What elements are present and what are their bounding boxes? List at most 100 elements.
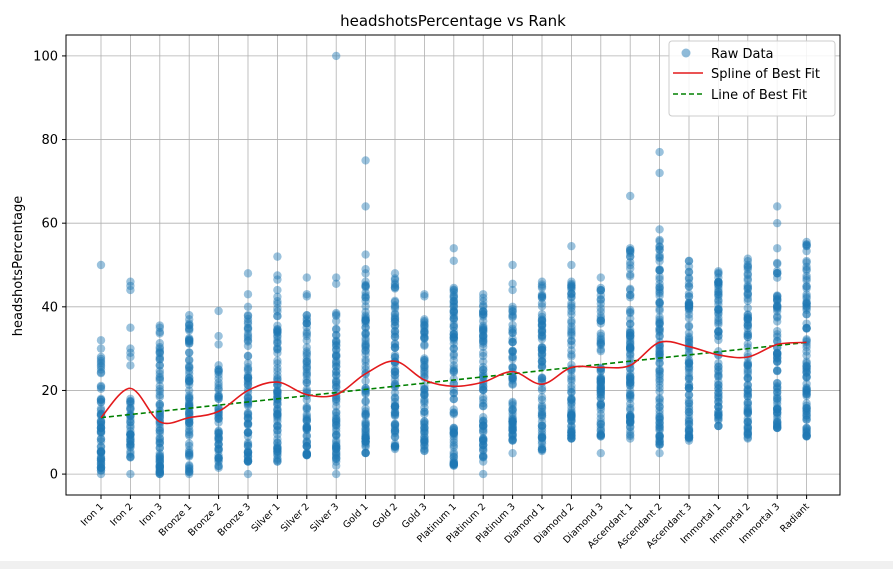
scatter-point	[243, 419, 253, 428]
scatter-point	[743, 398, 752, 407]
scatter-point	[508, 346, 517, 355]
scatter-point	[596, 377, 605, 386]
y-tick-label: 20	[41, 384, 58, 399]
scatter-point	[714, 380, 723, 390]
scatter-point	[273, 455, 282, 465]
scatter-point	[214, 444, 223, 453]
scatter-point	[773, 366, 782, 376]
scatter-point	[214, 433, 223, 442]
scatter-point	[155, 353, 164, 362]
scatter-point	[714, 290, 723, 299]
scatter-point	[155, 457, 164, 466]
scatter-point	[155, 369, 164, 378]
scatter-point	[420, 446, 429, 455]
scatter-point	[508, 436, 517, 445]
scatter-point	[802, 427, 811, 437]
scatter-point	[537, 309, 547, 319]
scatter-point	[773, 354, 782, 363]
scatter-point	[773, 408, 782, 417]
x-tick-label: Gold 1	[341, 501, 371, 531]
scatter-point	[626, 247, 635, 256]
scatter-point	[714, 421, 723, 431]
scatter-point	[655, 402, 664, 412]
scatter-point	[626, 403, 635, 413]
scatter-point	[332, 454, 341, 463]
scatter-point	[361, 315, 370, 325]
scatter-point	[773, 244, 782, 253]
scatter-point	[332, 316, 341, 326]
scatter-point	[655, 395, 664, 404]
scatter-point	[684, 358, 694, 367]
scatter-point	[332, 444, 341, 453]
scatter-point	[626, 308, 635, 318]
scatter-point	[596, 419, 605, 429]
scatter-point	[567, 318, 576, 327]
scatter-point	[273, 345, 282, 354]
scatter-point	[537, 383, 547, 393]
scatter-point	[420, 316, 429, 326]
scatter-point	[420, 427, 429, 437]
scatter-point	[626, 340, 635, 349]
scatter-point	[537, 404, 547, 413]
scatter-point	[332, 408, 341, 418]
scatter-point	[596, 432, 605, 441]
scatter-point	[537, 280, 547, 289]
scatter-point	[743, 427, 752, 436]
scatter-point	[743, 296, 752, 306]
scatter-point	[626, 411, 635, 420]
scatter-point	[126, 469, 135, 479]
scatter-point	[332, 351, 341, 360]
scatter-point	[655, 298, 664, 308]
scatter-point	[684, 420, 694, 429]
scatter-point	[655, 306, 664, 315]
scatter-point	[743, 406, 752, 416]
scatter-point	[626, 343, 635, 352]
scatter-point	[567, 410, 576, 419]
scatter-point	[273, 451, 282, 460]
scatter-point	[96, 260, 106, 270]
scatter-point	[626, 264, 635, 273]
scatter-point	[743, 313, 752, 322]
scatter-point	[449, 308, 458, 317]
scatter-point	[479, 413, 488, 422]
scatter-point	[420, 360, 429, 370]
scatter-point	[773, 295, 782, 305]
scatter-point	[420, 398, 429, 408]
scatter-point	[302, 451, 311, 460]
scatter-point	[773, 295, 782, 304]
scatter-point	[390, 442, 400, 451]
scatter-point	[596, 425, 605, 435]
scatter-point	[537, 411, 547, 420]
scatter-point	[185, 450, 194, 459]
scatter-point	[302, 449, 311, 459]
scatter-point	[626, 349, 635, 359]
scatter-point	[802, 324, 811, 333]
scatter-point	[449, 425, 458, 434]
scatter-point	[802, 299, 811, 308]
scatter-point	[567, 388, 576, 397]
scatter-point	[449, 435, 458, 444]
scatter-point	[390, 329, 400, 339]
scatter-point	[802, 411, 811, 420]
scatter-point	[185, 334, 194, 343]
scatter-point	[302, 290, 311, 299]
scatter-point	[684, 262, 694, 271]
scatter-point	[302, 365, 311, 374]
scatter-point	[390, 408, 400, 417]
scatter-point	[420, 417, 429, 426]
scatter-point	[714, 365, 723, 375]
scatter-point	[596, 291, 605, 300]
scatter-point	[273, 422, 282, 431]
scatter-point	[596, 387, 605, 397]
scatter-point	[449, 450, 458, 459]
scatter-point	[273, 312, 282, 321]
scatter-point	[743, 429, 752, 438]
scatter-point	[449, 405, 458, 414]
scatter-point	[420, 369, 429, 379]
scatter-point	[508, 420, 517, 429]
x-tick-label: Iron 1	[79, 501, 106, 528]
scatter-point	[743, 328, 752, 338]
scatter-point	[508, 431, 517, 441]
scatter-point	[126, 417, 135, 427]
